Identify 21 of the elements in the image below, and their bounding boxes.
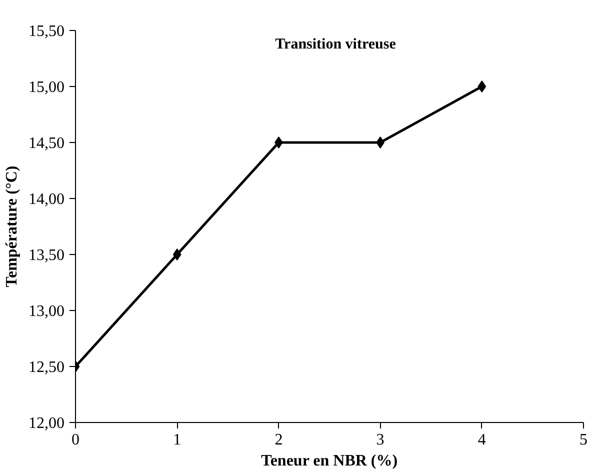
point bbox=[274, 136, 283, 148]
y-tick-label: 13,50 bbox=[28, 247, 64, 264]
point bbox=[172, 248, 182, 260]
chart-title: Transition vitreuse bbox=[275, 36, 396, 52]
y-tick-label: 12,50 bbox=[28, 359, 64, 376]
point bbox=[478, 80, 486, 92]
y-tick-label: 13,00 bbox=[28, 303, 64, 320]
y-axis-title: Température (°C) bbox=[4, 166, 20, 288]
x-tick-label: 0 bbox=[72, 432, 80, 448]
y-tick-label: 14,00 bbox=[28, 191, 64, 208]
y-tick-label: 15,50 bbox=[28, 23, 64, 40]
y-tick-label: 14,50 bbox=[28, 135, 64, 152]
x-tick-label: 4 bbox=[478, 432, 486, 448]
y-tick-label: 15,00 bbox=[28, 79, 64, 96]
x-tick-label: 2 bbox=[274, 432, 283, 448]
x-tick-label: 5 bbox=[580, 432, 588, 448]
x-tick-label: 1 bbox=[173, 432, 182, 448]
point bbox=[376, 136, 384, 148]
x-tick-label: 3 bbox=[376, 432, 384, 448]
x-axis-title: Teneur en NBR (%) bbox=[261, 452, 398, 470]
y-tick-label: 12,00 bbox=[28, 415, 64, 432]
